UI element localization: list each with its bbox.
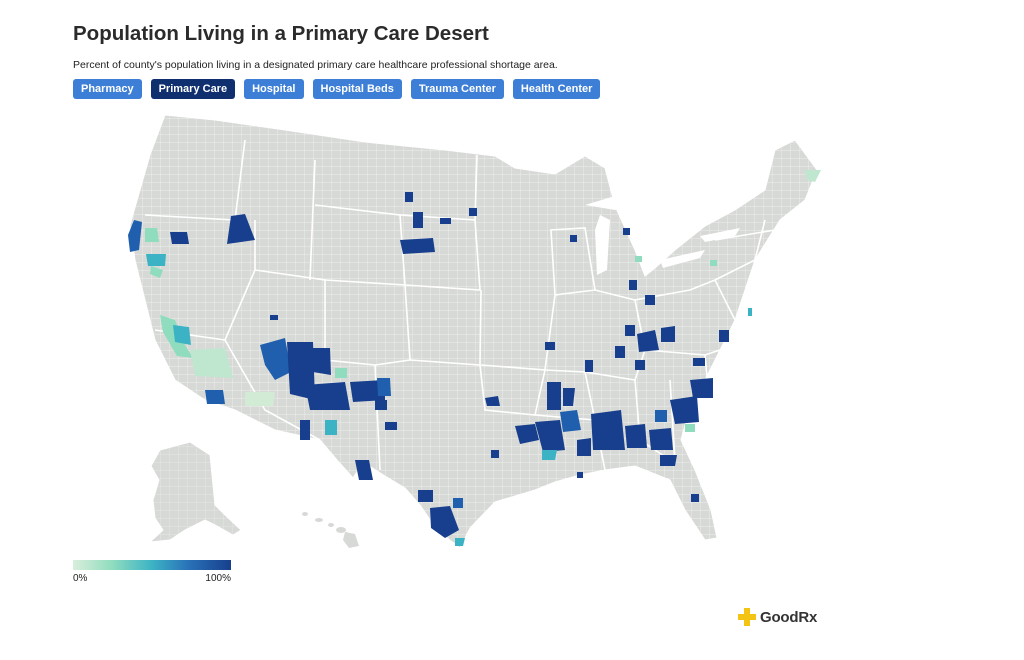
county-shape[interactable] <box>545 342 555 350</box>
county-shape[interactable] <box>535 420 565 452</box>
county-shape[interactable] <box>635 360 645 370</box>
county-shape[interactable] <box>377 378 391 396</box>
county-shape[interactable] <box>146 254 166 266</box>
hawaii-island[interactable] <box>343 532 359 548</box>
legend-max-label: 100% <box>205 573 231 584</box>
county-shape[interactable] <box>205 390 225 404</box>
plus-logo-icon <box>738 608 756 626</box>
county-shape[interactable] <box>440 218 451 224</box>
contiguous-us <box>128 114 821 549</box>
county-shape[interactable] <box>690 378 713 398</box>
county-shape[interactable] <box>635 256 642 262</box>
tab-trauma-center[interactable]: Trauma Center <box>410 79 504 99</box>
county-shape[interactable] <box>469 208 477 216</box>
county-shape[interactable] <box>385 422 397 430</box>
page-subtitle: Percent of county's population living in… <box>73 59 558 71</box>
hawaii-island[interactable] <box>302 512 308 516</box>
county-shape[interactable] <box>623 228 630 235</box>
county-shape[interactable] <box>637 330 659 352</box>
hawaii-island[interactable] <box>315 518 323 522</box>
county-shape[interactable] <box>615 346 625 358</box>
tab-hospital[interactable]: Hospital <box>244 79 304 99</box>
county-shape[interactable] <box>670 396 699 424</box>
county-shape[interactable] <box>313 348 331 375</box>
brand-logo: GoodRx <box>738 608 817 626</box>
county-shape[interactable] <box>719 330 729 342</box>
county-shape[interactable] <box>405 192 413 202</box>
county-shape[interactable] <box>455 538 465 546</box>
county-shape[interactable] <box>661 326 675 342</box>
tab-hospital-beds[interactable]: Hospital Beds <box>312 79 402 99</box>
color-legend: 0% 100% <box>73 560 231 584</box>
county-shape[interactable] <box>350 380 385 402</box>
county-shape[interactable] <box>453 498 463 508</box>
legend-gradient-bar <box>73 560 231 570</box>
county-shape[interactable] <box>685 424 695 432</box>
county-shape[interactable] <box>145 228 159 242</box>
county-shape[interactable] <box>655 410 667 422</box>
county-shape[interactable] <box>693 358 705 366</box>
county-shape[interactable] <box>400 238 435 254</box>
shortage-counties <box>128 170 821 546</box>
legend-min-label: 0% <box>73 573 88 584</box>
county-shape[interactable] <box>260 338 291 380</box>
county-shape[interactable] <box>128 220 142 252</box>
county-shape[interactable] <box>335 368 347 378</box>
county-shape[interactable] <box>591 410 625 450</box>
county-shape[interactable] <box>491 450 499 458</box>
county-shape[interactable] <box>710 260 717 266</box>
tab-health-center[interactable]: Health Center <box>512 79 601 99</box>
metric-tabs: Pharmacy Primary Care Hospital Hospital … <box>73 79 601 99</box>
county-shape[interactable] <box>805 170 821 182</box>
alaska-grid <box>150 442 241 542</box>
county-shape[interactable] <box>563 388 575 406</box>
county-shape[interactable] <box>325 420 337 435</box>
page-title: Population Living in a Primary Care Dese… <box>73 22 489 45</box>
county-shape[interactable] <box>748 308 752 316</box>
county-shape[interactable] <box>170 232 189 244</box>
county-shape[interactable] <box>577 472 583 478</box>
county-shape[interactable] <box>649 428 673 450</box>
county-shape[interactable] <box>570 235 577 242</box>
county-shape[interactable] <box>430 506 459 538</box>
county-shape[interactable] <box>355 460 373 480</box>
brand-name: GoodRx <box>760 608 818 626</box>
county-shape[interactable] <box>418 490 433 502</box>
tab-primary-care[interactable]: Primary Care <box>150 79 236 99</box>
county-shape[interactable] <box>227 214 255 244</box>
county-shape[interactable] <box>413 212 423 228</box>
hawaii-island[interactable] <box>328 523 334 527</box>
county-shape[interactable] <box>660 455 677 466</box>
county-shape[interactable] <box>245 392 275 406</box>
county-shape[interactable] <box>150 266 163 278</box>
county-shape[interactable] <box>577 438 591 456</box>
county-shape[interactable] <box>629 280 637 290</box>
county-shape[interactable] <box>645 295 655 305</box>
county-shape[interactable] <box>305 382 350 410</box>
us-county-map[interactable] <box>115 110 835 550</box>
county-shape[interactable] <box>270 315 278 320</box>
county-shape[interactable] <box>300 420 310 440</box>
county-shape[interactable] <box>375 400 387 410</box>
county-shape[interactable] <box>547 382 561 410</box>
great-lakes <box>585 190 740 275</box>
county-grid-overlay <box>130 115 817 548</box>
county-shape[interactable] <box>585 360 593 372</box>
county-shape[interactable] <box>691 494 699 502</box>
county-shape[interactable] <box>485 396 500 406</box>
county-shape[interactable] <box>542 450 557 460</box>
tab-pharmacy[interactable]: Pharmacy <box>73 79 142 99</box>
county-shape[interactable] <box>625 325 635 336</box>
hawaii <box>302 512 359 548</box>
county-shape[interactable] <box>190 348 233 378</box>
hawaii-island[interactable] <box>336 527 346 533</box>
county-shape[interactable] <box>173 325 191 345</box>
alaska <box>148 441 242 543</box>
county-shape[interactable] <box>515 424 539 444</box>
county-shape[interactable] <box>625 424 647 448</box>
county-shape[interactable] <box>560 410 581 432</box>
